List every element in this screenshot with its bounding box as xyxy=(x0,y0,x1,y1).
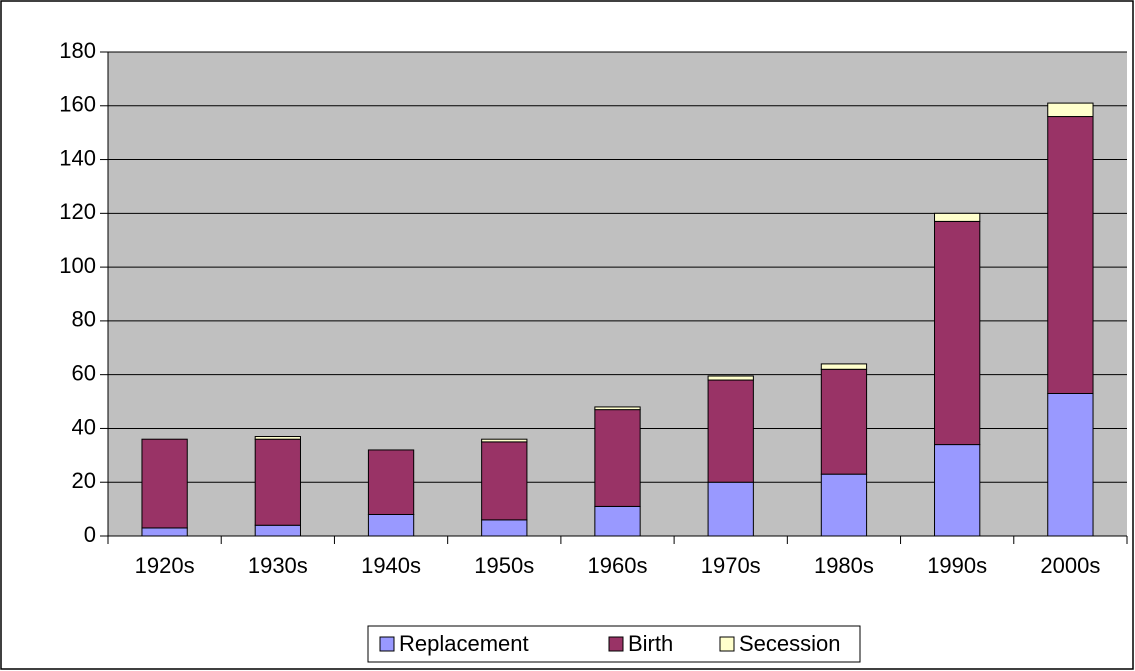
y-tick-label: 20 xyxy=(72,468,96,493)
bar-segment xyxy=(481,438,528,443)
bar-segment xyxy=(934,220,981,446)
bar-segment xyxy=(254,524,301,537)
bar-segment xyxy=(481,441,528,521)
y-tick-label: 40 xyxy=(72,414,96,439)
bar-segment xyxy=(594,409,641,507)
y-tick-label: 180 xyxy=(59,38,96,63)
bar-segment xyxy=(934,212,981,222)
x-tick-label: 1970s xyxy=(701,553,761,578)
bar-segment xyxy=(707,375,754,381)
bar-segment xyxy=(934,444,981,537)
bar-segment xyxy=(367,513,415,537)
x-tick-label: 1950s xyxy=(474,553,534,578)
bar-segment xyxy=(481,519,528,537)
bar-segment xyxy=(1047,116,1094,394)
legend-swatch xyxy=(608,636,624,652)
bar-segment xyxy=(367,449,415,515)
y-tick-label: 100 xyxy=(59,253,96,278)
bar-segment xyxy=(1047,392,1094,537)
x-tick-label: 1960s xyxy=(588,553,648,578)
bar-segment xyxy=(594,505,641,537)
legend-swatch xyxy=(719,636,735,652)
bar-segment xyxy=(254,436,301,440)
y-tick-label: 0 xyxy=(84,522,96,547)
bar-segment xyxy=(1047,102,1094,118)
legend-label: Secession xyxy=(739,631,841,656)
y-tick-label: 140 xyxy=(59,145,96,170)
x-tick-label: 1980s xyxy=(814,553,874,578)
x-tick-label: 1940s xyxy=(361,553,421,578)
bar-segment xyxy=(707,481,754,537)
y-tick-label: 120 xyxy=(59,199,96,224)
bar-segment xyxy=(820,473,868,537)
bar-segment xyxy=(707,379,754,483)
y-tick-label: 80 xyxy=(72,307,96,332)
y-tick-label: 60 xyxy=(72,360,96,385)
y-tick-label: 160 xyxy=(59,92,96,117)
bar-segment xyxy=(141,527,188,537)
bar-segment xyxy=(594,406,641,411)
x-tick-label: 1990s xyxy=(927,553,987,578)
bar-segment xyxy=(254,438,301,526)
x-tick-label: 1920s xyxy=(135,553,195,578)
x-tick-label: 2000s xyxy=(1040,553,1100,578)
legend-label: Replacement xyxy=(399,631,529,656)
bar-segment xyxy=(820,368,868,475)
legend-label: Birth xyxy=(628,631,673,656)
bar-segment xyxy=(141,438,188,529)
x-tick-label: 1930s xyxy=(248,553,308,578)
bar-segment xyxy=(820,363,868,370)
legend-swatch xyxy=(379,636,395,652)
